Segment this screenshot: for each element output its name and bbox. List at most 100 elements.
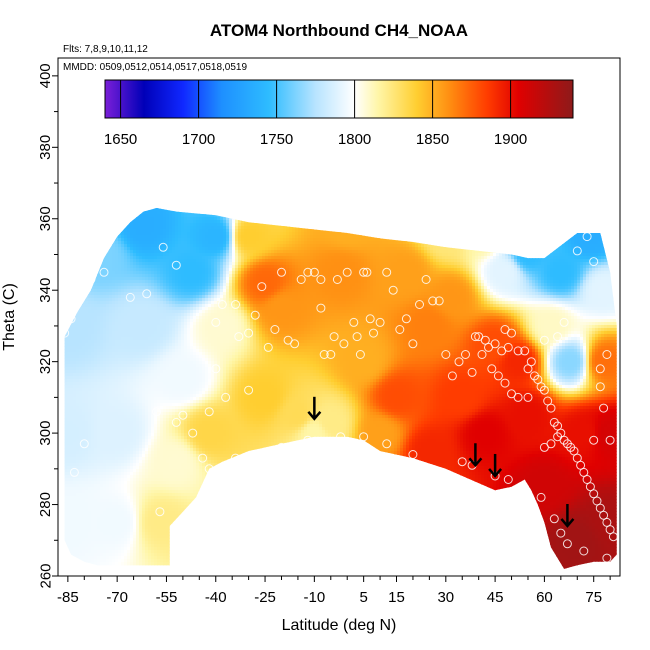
heat-cell (85, 193, 89, 197)
heat-cell (208, 211, 212, 215)
heat-cell (139, 193, 143, 197)
heat-cell (583, 211, 587, 215)
heat-cell (73, 226, 77, 230)
heat-cell (355, 199, 359, 203)
heat-cell (418, 226, 422, 230)
heat-cell (232, 196, 236, 200)
heat-cell (415, 235, 419, 239)
heat-cell (523, 208, 527, 209)
heat-cell (76, 253, 80, 257)
heat-cell (211, 208, 215, 212)
heat-cell (274, 190, 278, 194)
heat-cell (493, 235, 497, 239)
heat-cell (238, 220, 242, 224)
heat-cell (292, 217, 296, 221)
heat-cell (535, 190, 539, 194)
heat-cell (481, 196, 485, 200)
heat-cell (271, 217, 275, 221)
heat-cell (583, 223, 587, 227)
heat-cell (238, 247, 242, 251)
heat-cell (58, 238, 62, 242)
heat-cell (574, 229, 578, 233)
heat-cell (157, 214, 161, 218)
heat-cell (85, 208, 89, 209)
heat-cell (265, 238, 269, 242)
heat-cell (265, 226, 269, 230)
heat-cell (532, 238, 536, 242)
heat-cell (337, 217, 341, 221)
heat-cell (223, 199, 227, 203)
heat-cell (385, 235, 389, 239)
heat-cell (76, 220, 80, 224)
heat-cell (439, 196, 443, 200)
heat-cell (385, 217, 389, 221)
heat-cell (490, 241, 494, 245)
heat-cell (514, 220, 518, 224)
heat-cell (559, 199, 563, 203)
heat-cell (118, 220, 122, 224)
heat-cell (94, 190, 98, 194)
heat-cell (523, 247, 527, 251)
heat-cell (211, 211, 215, 215)
heat-cell (340, 244, 344, 248)
heat-cell (352, 223, 356, 227)
heat-cell (613, 190, 617, 194)
heat-cell (157, 208, 161, 212)
heat-cell (580, 202, 584, 206)
heat-cell (85, 238, 89, 242)
heat-cell (283, 196, 287, 200)
heat-cell (409, 217, 413, 221)
heat-cell (133, 193, 137, 197)
heat-cell (472, 190, 476, 194)
heat-cell (238, 202, 242, 206)
heat-cell (172, 220, 176, 224)
heat-cell (136, 241, 140, 245)
heat-cell (334, 196, 338, 200)
heat-cell (478, 244, 482, 248)
heat-cell (199, 196, 203, 200)
heat-cell (280, 196, 284, 200)
heat-cell (313, 229, 317, 233)
heat-cell (349, 208, 353, 209)
heat-cell (289, 208, 293, 209)
heat-cell (562, 223, 566, 227)
heat-cell (58, 229, 62, 233)
heat-cell (79, 214, 83, 218)
heat-cell (475, 199, 479, 203)
heat-cell (91, 226, 95, 230)
heat-cell (406, 238, 410, 242)
heat-cell (202, 238, 206, 242)
heat-cell (448, 214, 452, 218)
heat-cell (274, 208, 278, 209)
heat-cell (118, 208, 122, 209)
heat-cell (283, 223, 287, 227)
heat-cell (514, 211, 518, 215)
heat-cell (454, 202, 458, 206)
heat-cell (535, 220, 539, 224)
heat-cell (586, 196, 590, 200)
heat-cell (523, 211, 527, 215)
heat-cell (262, 247, 266, 251)
heat-cell (295, 235, 299, 239)
heat-cell (388, 229, 392, 233)
heat-cell (178, 190, 182, 194)
heat-cell (577, 208, 581, 212)
heat-cell (280, 208, 284, 212)
heat-cell (205, 190, 209, 194)
heat-cell (94, 202, 98, 206)
heat-cell (601, 244, 605, 248)
heat-cell (343, 238, 347, 242)
heat-cell (481, 193, 485, 197)
heat-cell (256, 202, 260, 206)
heat-cell (67, 247, 71, 251)
heat-cell (472, 235, 476, 239)
heat-cell (103, 196, 107, 200)
heat-cell (613, 196, 617, 200)
heat-cell (202, 190, 206, 194)
heat-cell (82, 250, 86, 254)
heat-cell (331, 193, 335, 197)
heat-cell (496, 247, 500, 251)
heat-cell (565, 217, 569, 221)
heat-cell (481, 217, 485, 221)
heat-cell (463, 208, 467, 212)
